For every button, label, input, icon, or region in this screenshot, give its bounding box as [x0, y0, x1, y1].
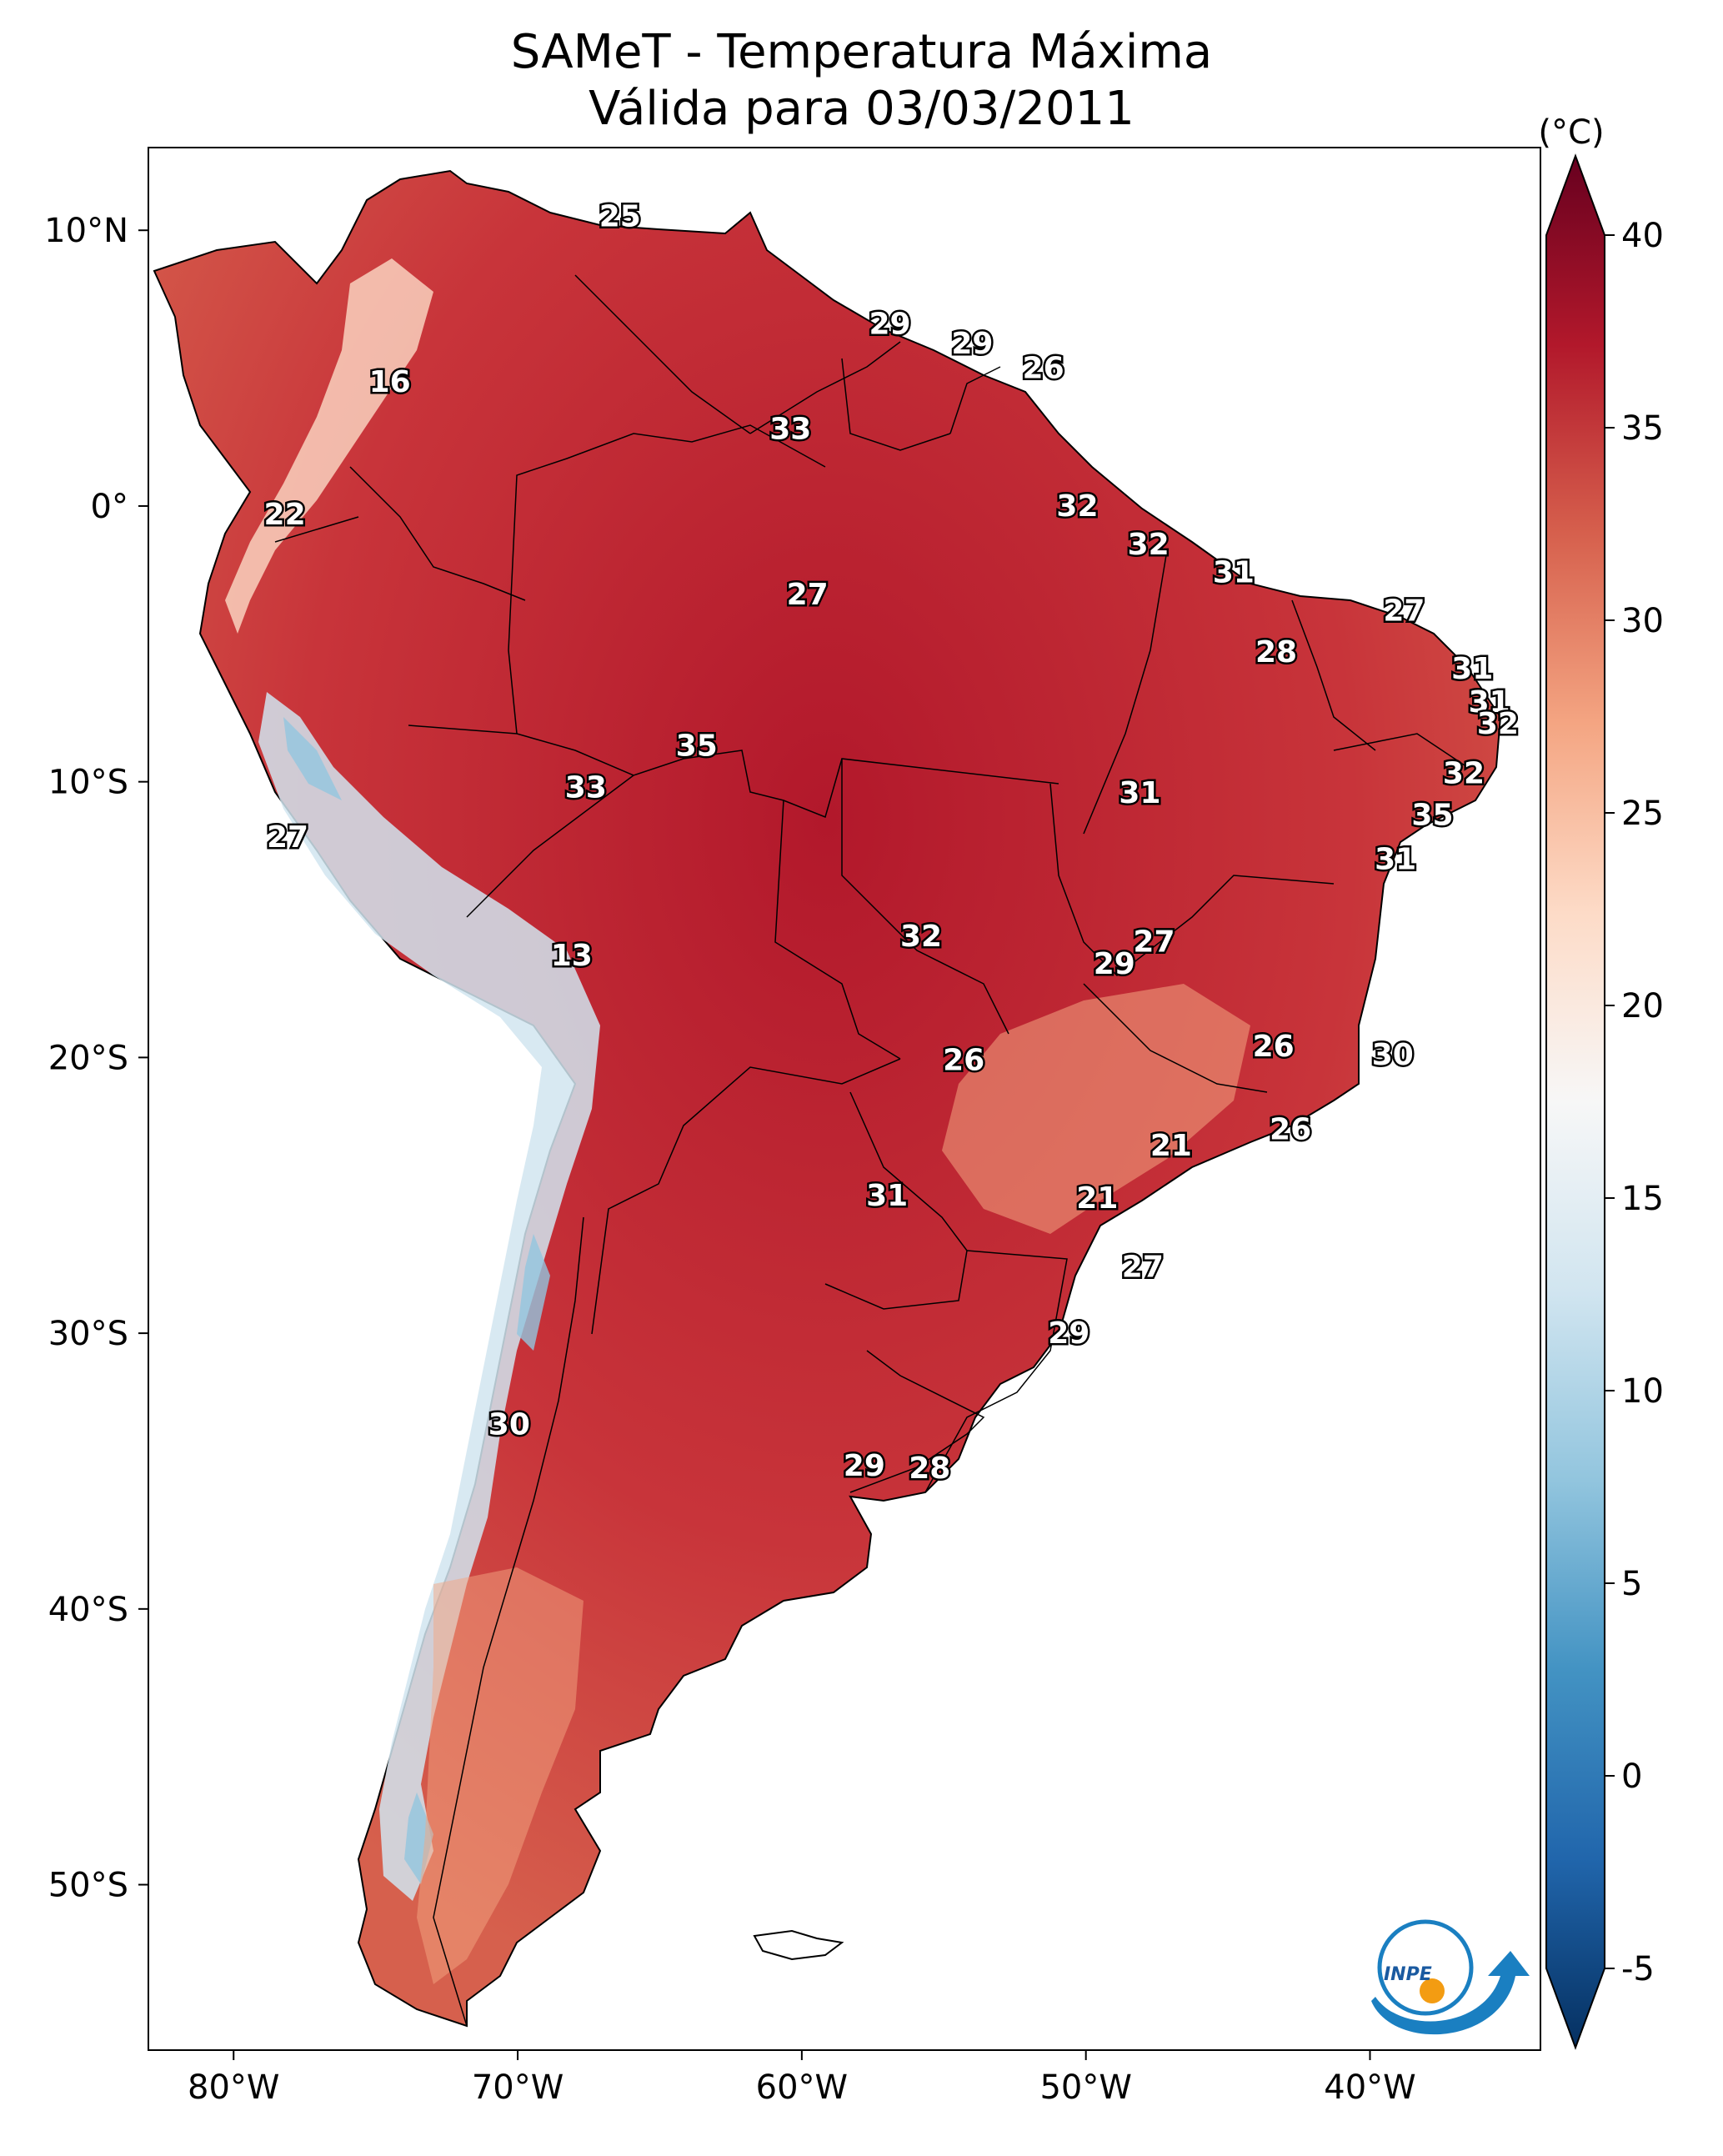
colorbar-tick-label: 25 [1621, 795, 1664, 833]
colorbar-tick-label: 40 [1621, 217, 1664, 255]
colorbar-tick-label: 20 [1621, 987, 1664, 1025]
lat-tick-label: 50°S [48, 1867, 128, 1905]
colorbar-tick-label: 35 [1621, 409, 1664, 448]
contour-label: 27 [1122, 1251, 1164, 1285]
contour-label: 28 [909, 1452, 950, 1486]
lon-tick-label: 80°W [188, 2068, 279, 2107]
contour-label: 32 [1056, 489, 1098, 524]
contour-label: 30 [488, 1407, 530, 1442]
contour-label: 35 [1411, 798, 1453, 832]
contour-label: 30 [1372, 1038, 1414, 1072]
falkland-islands [753, 1929, 844, 1961]
contour-label: 22 [264, 498, 306, 532]
contour-label: 33 [565, 770, 607, 805]
contour-label: 29 [1048, 1316, 1089, 1351]
logo-sun [1420, 1978, 1445, 2003]
lon-tick-label: 40°W [1324, 2068, 1415, 2107]
lon-tick-label: 70°W [472, 2068, 563, 2107]
contour-label: 32 [1128, 528, 1170, 562]
contour-label: 27 [267, 820, 308, 855]
contour-label: 27 [1133, 925, 1175, 959]
contour-label: 32 [1477, 707, 1519, 741]
contour-label: 16 [369, 365, 411, 399]
contour-label: 31 [1213, 555, 1255, 589]
contour-label: 26 [943, 1044, 984, 1078]
map-layer [153, 169, 1502, 2028]
contour-label: 31 [1119, 776, 1160, 810]
lat-tick-label: 30°S [48, 1315, 128, 1353]
lat-tick-label: 20°S [48, 1039, 128, 1077]
colorbar-body [1545, 153, 1605, 2050]
contour-label: 26 [1270, 1112, 1311, 1146]
contour-label: 28 [1255, 635, 1297, 669]
contour-label: 27 [1383, 594, 1425, 629]
lat-tick-label: 40°S [48, 1591, 128, 1629]
contour-label: 29 [951, 327, 993, 361]
contour-label: 32 [1443, 757, 1485, 791]
colorbar-tick-label: 15 [1621, 1180, 1664, 1218]
country-borders [274, 274, 1468, 2027]
latitude-axis: 10°N 0° 10°S 20°S 30°S 40°S 50°S [44, 212, 148, 1905]
contour-label: 31 [1375, 842, 1416, 876]
colorbar-tick-label: 10 [1621, 1372, 1664, 1411]
colorbar-ticks: 40 35 30 25 20 15 10 5 0 -5 [1605, 217, 1664, 1988]
contour-label: 26 [1253, 1030, 1295, 1064]
colorbar-unit: (°C) [1538, 113, 1604, 152]
colorbar-tick-label: 0 [1621, 1757, 1642, 1796]
colorbar-tick-label: 5 [1621, 1565, 1642, 1603]
contour-label: 13 [551, 939, 593, 973]
northern-andes-cool [225, 258, 433, 634]
contour-label: 21 [1150, 1129, 1192, 1163]
contour-label: 31 [866, 1179, 908, 1213]
logo-swoosh [1371, 1951, 1530, 2035]
lon-tick-label: 50°W [1039, 2068, 1131, 2107]
contour-label: 33 [769, 412, 811, 446]
contour-label: 29 [869, 308, 910, 342]
colorbar-tick-label: 30 [1621, 602, 1664, 640]
contour-label: 32 [900, 920, 942, 954]
contour-label: 29 [844, 1449, 885, 1483]
contour-label: 21 [1076, 1181, 1118, 1216]
colorbar: (°C) 40 35 30 25 20 15 10 5 0 -5 [1538, 113, 1664, 2050]
lat-tick-label: 10°S [48, 764, 128, 802]
patagonia-warm-region [417, 1567, 584, 1984]
logo-text: INPE [1384, 1964, 1432, 1985]
map-title: SAMeT - Temperatura Máxima [510, 25, 1213, 79]
lon-tick-label: 60°W [756, 2068, 848, 2107]
contour-label: 26 [1023, 352, 1064, 386]
contour-label: 29 [1094, 947, 1135, 981]
andes-cool-region [258, 692, 600, 1901]
contour-label: 31 [1469, 685, 1510, 720]
contour-label: 27 [787, 578, 829, 612]
longitude-axis: 80°W 70°W 60°W 50°W 40°W [188, 2050, 1416, 2107]
colorbar-tick-label: -5 [1621, 1950, 1655, 1988]
lat-tick-label: 10°N [44, 212, 128, 250]
inpe-logo: INPE [1371, 1919, 1530, 2035]
southeast-warm-region [942, 984, 1250, 1234]
logo-ring [1377, 1919, 1474, 2016]
map-subtitle: Válida para 03/03/2011 [589, 82, 1134, 136]
lat-tick-label: 0° [91, 488, 128, 526]
contour-label: 35 [676, 730, 718, 764]
contour-label: 25 [599, 200, 641, 234]
contour-label: 31 [1451, 652, 1493, 686]
